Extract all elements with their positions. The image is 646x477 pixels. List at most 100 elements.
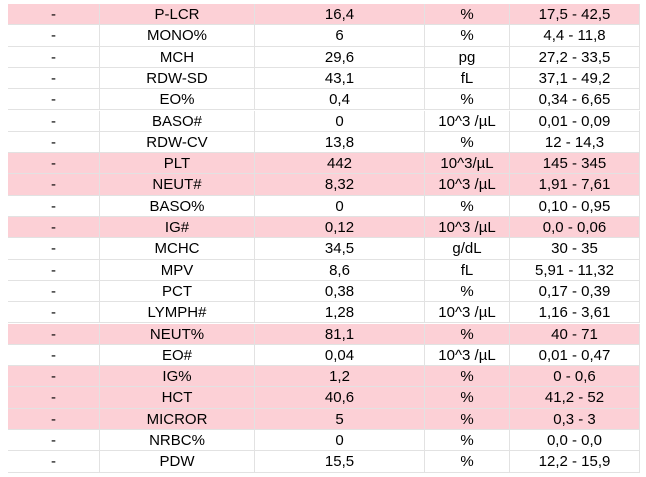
table-row: - PLT 442 10^3/µL 145 - 345 bbox=[8, 153, 640, 175]
unit: % bbox=[425, 131, 510, 154]
table-row: - MPV 8,6 fL 5,91 - 11,32 bbox=[8, 259, 640, 281]
flag-cell: - bbox=[8, 174, 100, 196]
test-name: RDW-SD bbox=[100, 67, 255, 90]
unit: 10^3 /µL bbox=[425, 110, 510, 132]
reference-range: 1,91 - 7,61 bbox=[510, 174, 640, 196]
result-value: 8,6 bbox=[255, 259, 425, 281]
result-value: 43,1 bbox=[255, 67, 425, 90]
unit: 10^3/µL bbox=[425, 153, 510, 175]
result-value: 5 bbox=[255, 408, 425, 430]
result-value: 8,32 bbox=[255, 174, 425, 196]
result-value: 81,1 bbox=[255, 323, 425, 345]
result-value: 40,6 bbox=[255, 387, 425, 409]
flag-cell: - bbox=[8, 344, 100, 367]
table-row: - HCT 40,6% 41,2 - 52 bbox=[8, 387, 640, 409]
unit: % bbox=[425, 89, 510, 111]
test-name: MPV bbox=[100, 259, 255, 281]
table-row: - NEUT# 8,32 10^3 /µL 1,91 - 7,61 bbox=[8, 174, 640, 196]
test-name: PCT bbox=[100, 280, 255, 303]
table-row: - MONO% 6% 4,4 - 11,8 bbox=[8, 25, 640, 47]
unit: 10^3 /µL bbox=[425, 217, 510, 239]
table-row: - EO% 0,4% 0,34 - 6,65 bbox=[8, 89, 640, 111]
table-row: - IG# 0,12 10^3 /µL 0,0 - 0,06 bbox=[8, 217, 640, 239]
unit: % bbox=[425, 25, 510, 47]
flag-cell: - bbox=[8, 4, 100, 26]
reference-range: 0,17 - 0,39 bbox=[510, 280, 640, 303]
unit: fL bbox=[425, 259, 510, 281]
unit: pg bbox=[425, 46, 510, 68]
flag-cell: - bbox=[8, 430, 100, 452]
result-value: 442 bbox=[255, 153, 425, 175]
flag-cell: - bbox=[8, 153, 100, 175]
result-value: 0 bbox=[255, 430, 425, 452]
result-value: 0,4 bbox=[255, 89, 425, 111]
unit: % bbox=[425, 451, 510, 473]
flag-cell: - bbox=[8, 89, 100, 111]
result-value: 16,4 bbox=[255, 4, 425, 26]
test-name: PLT bbox=[100, 153, 255, 175]
reference-range: 0,10 - 0,95 bbox=[510, 195, 640, 217]
result-value: 34,5 bbox=[255, 238, 425, 260]
reference-range: 4,4 - 11,8 bbox=[510, 25, 640, 47]
unit: % bbox=[425, 280, 510, 303]
unit: 10^3 /µL bbox=[425, 344, 510, 367]
table-row: - PCT 0,38% 0,17 - 0,39 bbox=[8, 280, 640, 303]
test-name: RDW-CV bbox=[100, 131, 255, 154]
unit: % bbox=[425, 366, 510, 388]
result-value: 1,2 bbox=[255, 366, 425, 388]
result-value: 29,6 bbox=[255, 46, 425, 68]
flag-cell: - bbox=[8, 195, 100, 217]
result-value: 6 bbox=[255, 25, 425, 47]
result-value: 0 bbox=[255, 110, 425, 132]
result-value: 15,5 bbox=[255, 451, 425, 473]
result-value: 0 bbox=[255, 195, 425, 217]
test-name: P-LCR bbox=[100, 4, 255, 26]
flag-cell: - bbox=[8, 46, 100, 68]
test-name: PDW bbox=[100, 451, 255, 473]
reference-range: 0,0 - 0,0 bbox=[510, 430, 640, 452]
table-row: - BASO# 0 10^3 /µL 0,01 - 0,09 bbox=[8, 110, 640, 132]
test-name: MCHC bbox=[100, 238, 255, 260]
unit: % bbox=[425, 408, 510, 430]
reference-range: 12 - 14,3 bbox=[510, 131, 640, 154]
reference-range: 0,34 - 6,65 bbox=[510, 89, 640, 111]
reference-range: 27,2 - 33,5 bbox=[510, 46, 640, 68]
flag-cell: - bbox=[8, 408, 100, 430]
flag-cell: - bbox=[8, 302, 100, 324]
table-row: - NRBC% 0% 0,0 - 0,0 bbox=[8, 430, 640, 452]
table-row: - NEUT% 81,1% 40 - 71 bbox=[8, 323, 640, 345]
flag-cell: - bbox=[8, 238, 100, 260]
flag-cell: - bbox=[8, 110, 100, 132]
test-name: LYMPH# bbox=[100, 302, 255, 324]
reference-range: 5,91 - 11,32 bbox=[510, 259, 640, 281]
reference-range: 17,5 - 42,5 bbox=[510, 4, 640, 26]
flag-cell: - bbox=[8, 131, 100, 154]
flag-cell: - bbox=[8, 366, 100, 388]
unit: 10^3 /µL bbox=[425, 174, 510, 196]
table-row: - P-LCR 16,4% 17,5 - 42,5 bbox=[8, 4, 640, 26]
test-name: MICROR bbox=[100, 408, 255, 430]
unit: % bbox=[425, 4, 510, 26]
test-name: NEUT% bbox=[100, 323, 255, 345]
test-name: NRBC% bbox=[100, 430, 255, 452]
reference-range: 12,2 - 15,9 bbox=[510, 451, 640, 473]
test-name: EO% bbox=[100, 89, 255, 111]
table-row: - EO# 0,04 10^3 /µL 0,01 - 0,47 bbox=[8, 344, 640, 367]
test-name: BASO% bbox=[100, 195, 255, 217]
reference-range: 41,2 - 52 bbox=[510, 387, 640, 409]
reference-range: 0,0 - 0,06 bbox=[510, 217, 640, 239]
table-row: - MICROR 5% 0,3 - 3 bbox=[8, 408, 640, 430]
reference-range: 0,01 - 0,09 bbox=[510, 110, 640, 132]
table-row: - MCH 29,6 pg 27,2 - 33,5 bbox=[8, 46, 640, 68]
result-value: 0,38 bbox=[255, 280, 425, 303]
result-value: 13,8 bbox=[255, 131, 425, 154]
table-row: - IG% 1,2% 0 - 0,6 bbox=[8, 366, 640, 388]
reference-range: 1,16 - 3,61 bbox=[510, 302, 640, 324]
unit: % bbox=[425, 323, 510, 345]
flag-cell: - bbox=[8, 280, 100, 303]
reference-range: 40 - 71 bbox=[510, 323, 640, 345]
flag-cell: - bbox=[8, 217, 100, 239]
unit: g/dL bbox=[425, 238, 510, 260]
reference-range: 0,3 - 3 bbox=[510, 408, 640, 430]
